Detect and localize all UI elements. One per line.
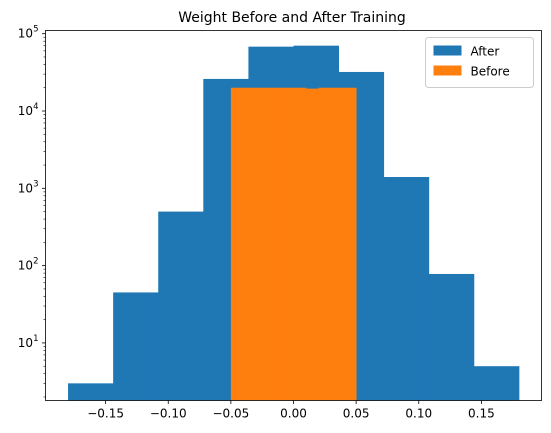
bar-before-5 — [293, 87, 307, 401]
bar-before-0 — [230, 87, 244, 401]
bar-before-2 — [255, 87, 269, 401]
bar-before-9 — [343, 87, 357, 401]
legend: After Before — [425, 37, 534, 88]
bar-after-1 — [113, 292, 159, 401]
x-tick-label: 0.00 — [280, 407, 307, 421]
bar-before-1 — [243, 87, 257, 401]
y-tick-label: 102 — [18, 257, 39, 273]
legend-label-before: Before — [471, 65, 510, 79]
y-tick-label: 101 — [18, 334, 39, 350]
bar-after-2 — [158, 211, 204, 401]
y-tick-label: 105 — [18, 25, 39, 41]
y-tick-label: 104 — [18, 102, 39, 118]
bar-before-6 — [306, 88, 319, 401]
legend-swatch-before — [433, 65, 462, 76]
x-tick-label: 0.15 — [468, 407, 495, 421]
legend-swatch-after — [433, 45, 462, 56]
x-tick-label: −0.05 — [212, 407, 249, 421]
ticks-layer: −0.15 −0.10 −0.05 0.00 0.05 0.10 0.15 101 102 103… — [18, 25, 495, 421]
plot-frame — [45, 30, 542, 401]
x-tick-label: 0.05 — [343, 407, 370, 421]
bar-after-0 — [68, 383, 114, 401]
bar-before-4 — [280, 87, 294, 401]
bar-after-8 — [428, 273, 475, 401]
y-tick-label: 103 — [18, 179, 39, 195]
x-tick-label: −0.10 — [150, 407, 187, 421]
bar-after-7 — [383, 177, 430, 401]
bar-before-7 — [318, 87, 332, 401]
legend-label-after: After — [471, 45, 500, 59]
bars-layer — [68, 45, 520, 401]
x-tick-label: −0.15 — [87, 407, 124, 421]
x-tick-label: 0.10 — [405, 407, 432, 421]
bar-before-8 — [331, 87, 345, 401]
chart-title: Weight Before and After Training — [178, 10, 406, 26]
bar-before-3 — [268, 87, 282, 401]
bar-after-9 — [473, 366, 520, 401]
series-before-bars — [230, 87, 357, 401]
